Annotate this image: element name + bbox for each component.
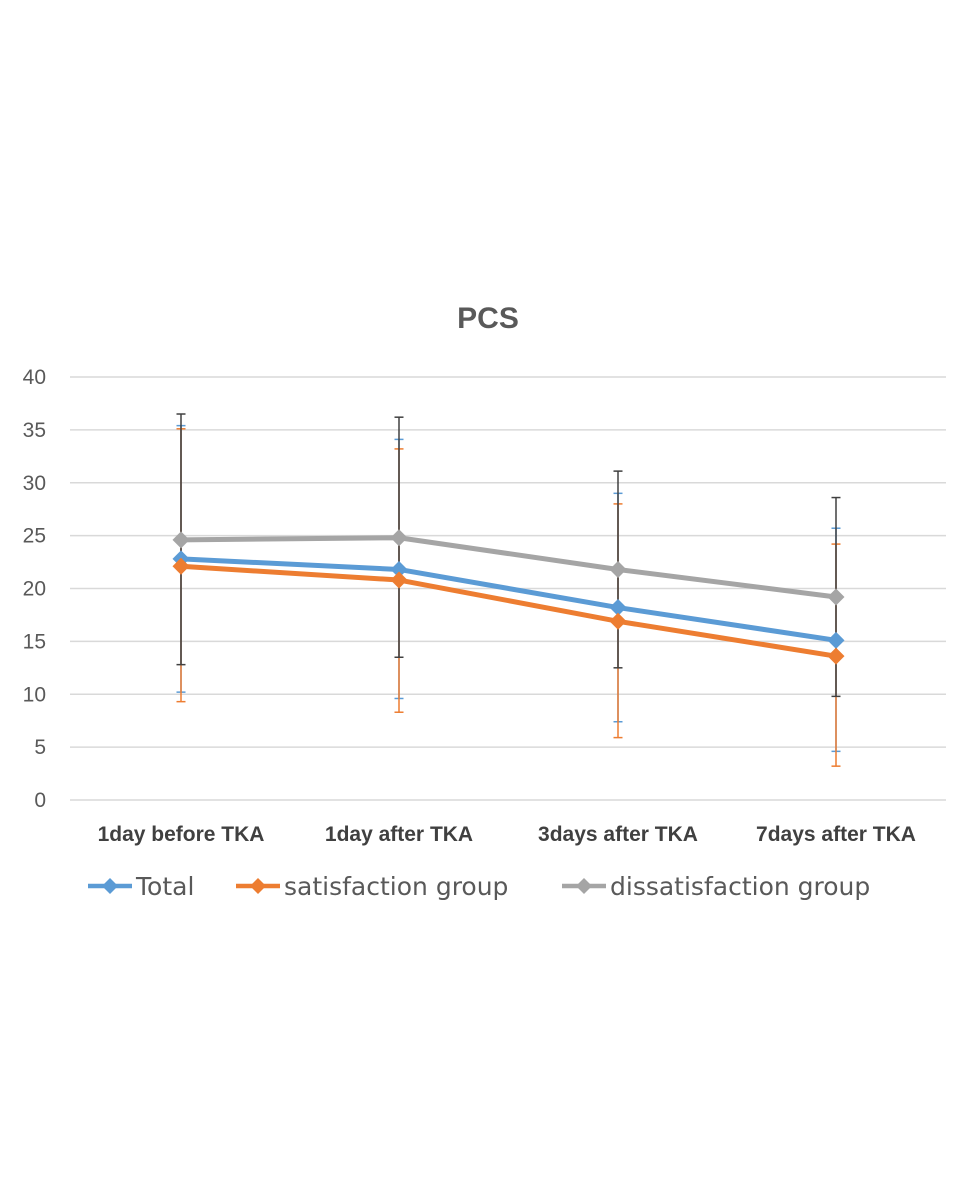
series-line — [178, 563, 839, 659]
y-tick-label: 35 — [23, 419, 46, 442]
legend-item: Total — [88, 872, 194, 901]
series-line — [178, 535, 839, 600]
data-point-marker — [827, 631, 845, 649]
legend-label: dissatisfaction group — [610, 872, 870, 901]
series-markers — [172, 529, 845, 665]
legend: Total satisfaction group dissatisfaction g… — [88, 872, 870, 901]
legend-swatch-marker — [102, 878, 118, 894]
y-tick-label: 0 — [34, 789, 46, 812]
y-tick-label: 25 — [23, 525, 46, 548]
legend-label: satisfaction group — [284, 872, 508, 901]
data-point-marker — [172, 557, 190, 575]
x-axis-ticks: 1day before TKA 1day after TKA 3days after… — [98, 823, 916, 846]
chart-title: PCS — [457, 302, 519, 335]
legend-swatch-marker — [250, 878, 266, 894]
legend-item: satisfaction group — [236, 872, 508, 901]
data-point-marker — [609, 612, 627, 630]
data-point-marker — [827, 588, 845, 606]
data-point-marker — [390, 560, 408, 578]
x-tick-label: 1day before TKA — [98, 823, 265, 846]
legend-swatch-marker — [576, 878, 592, 894]
y-tick-label: 10 — [23, 683, 46, 706]
data-point-marker — [609, 599, 627, 617]
series-lines — [178, 535, 839, 659]
x-tick-label: 7days after TKA — [756, 823, 916, 846]
legend-label: Total — [135, 872, 194, 901]
legend-item: dissatisfaction group — [562, 872, 870, 901]
y-tick-label: 15 — [23, 630, 46, 653]
x-tick-label: 1day after TKA — [325, 823, 473, 846]
y-tick-label: 40 — [23, 366, 46, 389]
x-tick-label: 3days after TKA — [538, 823, 698, 846]
y-axis-ticks: 0 5 10 15 20 25 30 35 40 — [23, 366, 46, 812]
data-point-marker — [390, 571, 408, 589]
data-point-marker — [172, 531, 190, 549]
data-point-marker — [827, 647, 845, 665]
y-tick-label: 30 — [23, 472, 46, 495]
series-line — [178, 556, 839, 643]
data-point-marker — [390, 529, 408, 547]
y-tick-label: 5 — [34, 736, 46, 759]
y-tick-label: 20 — [23, 578, 46, 601]
data-point-marker — [609, 560, 627, 578]
